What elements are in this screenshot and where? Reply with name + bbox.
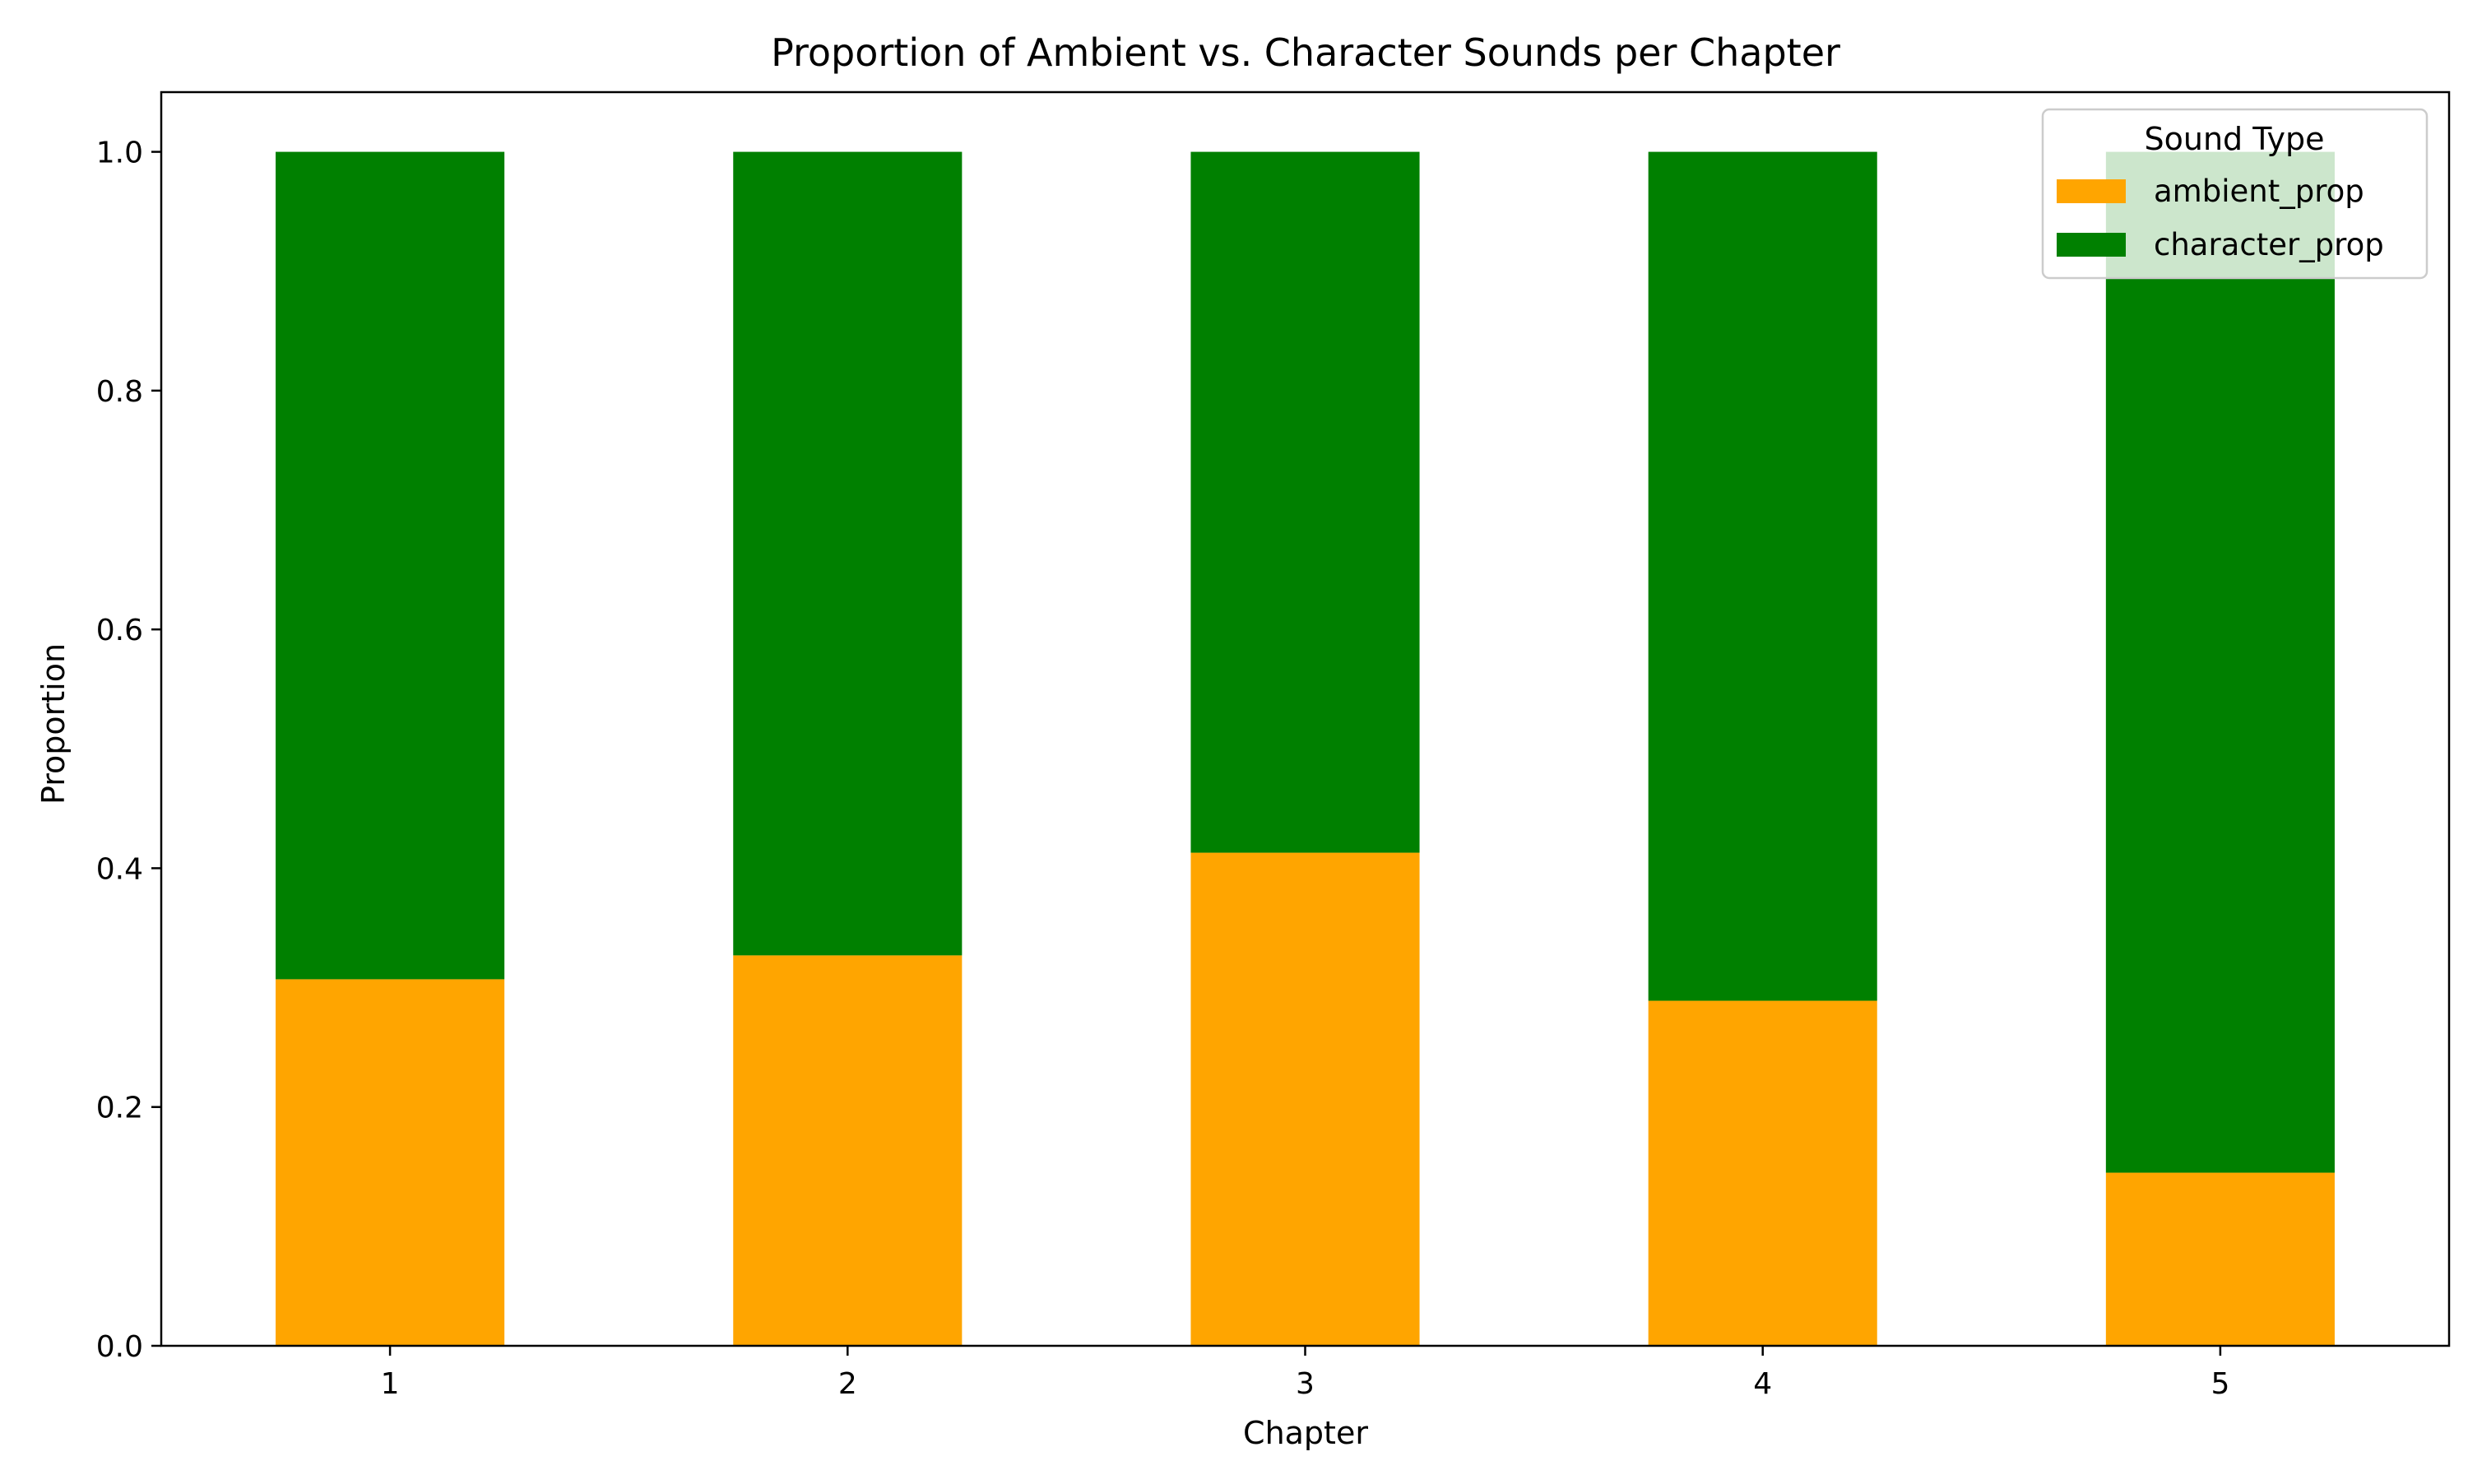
bar-ambient-prop-chapter-2 xyxy=(733,955,963,1346)
x-tick-label: 5 xyxy=(2211,1367,2229,1401)
y-tick-label: 0.4 xyxy=(96,852,143,886)
bar-character-prop-chapter-2 xyxy=(733,151,963,956)
bar-ambient-prop-chapter-1 xyxy=(276,979,505,1346)
y-tick-label: 0.8 xyxy=(96,375,143,409)
y-tick-label: 0.0 xyxy=(96,1330,143,1364)
bar-character-prop-chapter-1 xyxy=(276,151,505,980)
legend-items: ambient_prop character_prop xyxy=(2057,174,2384,262)
legend-box xyxy=(2041,108,2429,280)
bar-ambient-prop-chapter-4 xyxy=(1648,1000,1877,1346)
y-axis-label: Proportion xyxy=(35,643,72,805)
bar-ambient-prop-chapter-5 xyxy=(2105,1172,2335,1346)
bar-character-prop-chapter-3 xyxy=(1190,151,1420,853)
x-tick-label: 3 xyxy=(1296,1367,1315,1401)
bar-character-prop-chapter-5 xyxy=(2105,151,2335,1173)
bar-character-prop-chapter-4 xyxy=(1648,151,1877,1001)
x-tick-label: 1 xyxy=(381,1367,400,1401)
bar-ambient-prop-chapter-3 xyxy=(1190,852,1420,1346)
legend-title: Sound Type xyxy=(2144,121,2324,157)
x-axis-label: Chapter xyxy=(1243,1415,1368,1451)
legend: Sound Type ambient_prop character_prop xyxy=(2041,108,2429,280)
legend-swatch-ambient-prop xyxy=(2057,179,2126,203)
legend-swatch-character-prop xyxy=(2057,233,2126,257)
legend-label-character-prop: character_prop xyxy=(2154,227,2384,262)
x-tick-label: 4 xyxy=(1753,1367,1772,1401)
x-tick-label: 2 xyxy=(838,1367,857,1401)
chart-title: Proportion of Ambient vs. Character Soun… xyxy=(771,30,1840,75)
bars-layer xyxy=(276,151,2335,1346)
legend-label-ambient-prop: ambient_prop xyxy=(2154,174,2364,209)
y-tick-label: 1.0 xyxy=(96,137,143,170)
y-axis: 0.0 0.2 0.4 0.6 0.8 1.0 xyxy=(96,137,161,1364)
y-tick-label: 0.6 xyxy=(96,614,143,647)
x-axis: 1 2 3 4 5 xyxy=(381,1346,2229,1401)
y-tick-label: 0.2 xyxy=(96,1092,143,1125)
